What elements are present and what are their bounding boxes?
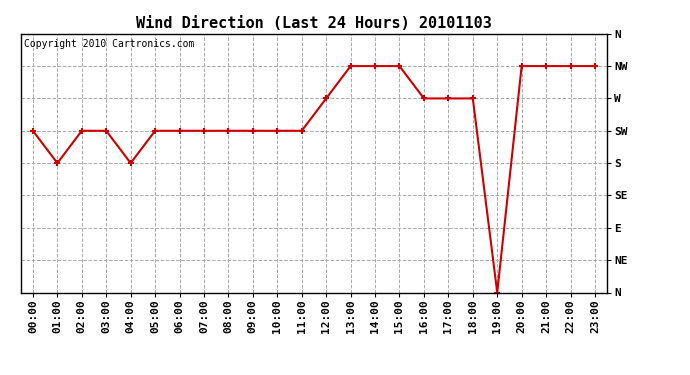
Text: Copyright 2010 Cartronics.com: Copyright 2010 Cartronics.com <box>23 39 194 49</box>
Title: Wind Direction (Last 24 Hours) 20101103: Wind Direction (Last 24 Hours) 20101103 <box>136 16 492 31</box>
